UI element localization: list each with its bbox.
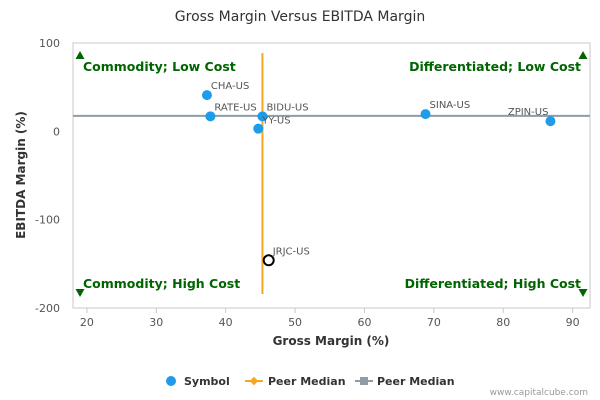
quadrant-bottom-right-marker xyxy=(578,289,588,297)
quadrant-top-left-marker xyxy=(75,51,85,59)
y-tick-label: -200 xyxy=(35,302,60,315)
data-point-label: ZPIN-US xyxy=(508,107,549,118)
legend-symbol-marker xyxy=(166,376,176,386)
data-point-highlight[interactable] xyxy=(262,254,275,267)
data-point[interactable] xyxy=(201,90,212,101)
y-axis-title: EBITDA Margin (%) xyxy=(14,111,28,239)
data-point-label: RATE-US xyxy=(214,102,256,113)
legend: Symbol Peer Median Peer Median xyxy=(166,375,455,388)
data-point[interactable] xyxy=(253,123,264,134)
y-axis-ticks: 100 0 -100 -200 xyxy=(35,37,60,315)
quadrant-top-left-label: Commodity; Low Cost xyxy=(83,59,236,74)
quadrant-top-right-label: Differentiated; Low Cost xyxy=(409,59,581,74)
data-point[interactable] xyxy=(205,111,216,122)
data-point-label: BIDU-US xyxy=(266,102,308,113)
plot-area xyxy=(72,42,591,309)
data-point-label: YY-US xyxy=(261,116,290,127)
x-axis-ticks: 20 30 40 50 60 70 80 90 xyxy=(80,308,580,329)
x-tick-label: 30 xyxy=(149,316,163,329)
data-point-label: JRJC-US xyxy=(272,246,310,257)
legend-symbol-label[interactable]: Symbol xyxy=(184,375,230,388)
quadrant-top-right-marker xyxy=(578,51,588,59)
data-point-label: SINA-US xyxy=(430,100,471,111)
chart-title: Gross Margin Versus EBITDA Margin xyxy=(175,9,425,25)
x-tick-label: 20 xyxy=(80,316,94,329)
quadrant-bottom-right-label: Differentiated; High Cost xyxy=(405,276,581,291)
x-tick-label: 70 xyxy=(427,316,441,329)
data-point[interactable] xyxy=(257,111,268,122)
legend-hmedian-label[interactable]: Peer Median xyxy=(377,375,455,388)
y-tick-label: 0 xyxy=(53,125,60,138)
y-tick-label: -100 xyxy=(35,214,60,227)
data-point-label: CHA-US xyxy=(211,81,249,92)
x-tick-label: 80 xyxy=(496,316,510,329)
x-tick-label: 40 xyxy=(219,316,233,329)
legend-vmedian-marker xyxy=(249,376,259,386)
data-points: CHA-US RATE-US BIDU-US YY-US SINA-US ZPIN-US J… xyxy=(201,81,556,267)
y-tick-label: 100 xyxy=(39,37,60,50)
legend-hmedian-marker xyxy=(360,377,368,385)
legend-vmedian-label[interactable]: Peer Median xyxy=(268,375,346,388)
x-tick-label: 50 xyxy=(288,316,302,329)
quadrant-bottom-left-marker xyxy=(75,289,85,297)
quadrant-markers xyxy=(75,51,588,297)
data-point[interactable] xyxy=(420,109,431,120)
x-axis-title: Gross Margin (%) xyxy=(273,334,390,348)
data-point[interactable] xyxy=(545,116,556,127)
x-tick-label: 60 xyxy=(357,316,371,329)
quadrant-bottom-left-label: Commodity; High Cost xyxy=(83,276,240,291)
credit-text: www.capitalcube.com xyxy=(490,388,588,398)
x-tick-label: 90 xyxy=(566,316,580,329)
